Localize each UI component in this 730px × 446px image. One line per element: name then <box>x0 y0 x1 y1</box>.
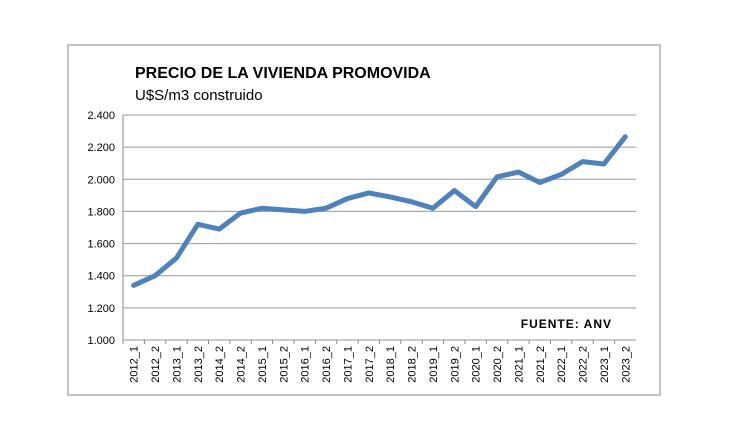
y-tick-label: 1.800 <box>87 206 115 218</box>
y-tick-label: 1.600 <box>87 239 115 251</box>
x-tick-label: 2023_1 <box>599 346 611 383</box>
x-tick-label: 2023_2 <box>620 346 632 383</box>
y-tick-label: 2.000 <box>87 174 115 186</box>
y-tick-label: 2.200 <box>87 142 115 154</box>
x-tick-label: 2015_2 <box>278 346 290 383</box>
x-tick-label: 2017_1 <box>342 346 354 383</box>
chart-title: PRECIO DE LA VIVIENDA PROMOVIDA <box>135 65 431 82</box>
x-tick-label: 2022_2 <box>578 346 590 383</box>
x-tick-label: 2016_1 <box>300 346 312 383</box>
x-tick-label: 2021_1 <box>513 346 525 383</box>
x-tick-label: 2014_2 <box>236 346 248 383</box>
y-tick-label: 1.000 <box>87 335 115 347</box>
x-tick-label: 2015_1 <box>257 346 269 383</box>
chart-frame <box>67 44 661 396</box>
x-tick-label: 2019_2 <box>449 346 461 383</box>
x-tick-label: 2014_2 <box>214 346 226 383</box>
x-tick-label: 2020_1 <box>471 346 483 383</box>
x-tick-label: 2013_2 <box>193 346 205 383</box>
y-tick-label: 1.400 <box>87 271 115 283</box>
x-tick-label: 2017_2 <box>364 346 376 383</box>
x-tick-label: 2022_1 <box>556 346 568 383</box>
x-tick-label: 2018_1 <box>385 346 397 383</box>
chart-subtitle: U$S/m3 construido <box>135 87 263 104</box>
y-tick-label: 1.200 <box>87 303 115 315</box>
x-tick-label: 2021_2 <box>535 346 547 383</box>
x-tick-label: 2019_1 <box>428 346 440 383</box>
x-tick-label: 2012_2 <box>150 346 162 383</box>
x-tick-label: 2020_2 <box>492 346 504 383</box>
x-tick-label: 2018_2 <box>407 346 419 383</box>
annotation: FUENTE: ANV <box>521 317 612 331</box>
line <box>131 134 628 288</box>
x-tick-label: 2012_1 <box>129 346 141 383</box>
y-tick-label: 2.400 <box>87 110 115 122</box>
x-tick-label: 2016_2 <box>321 346 333 383</box>
x-tick-label: 2013_1 <box>171 346 183 383</box>
